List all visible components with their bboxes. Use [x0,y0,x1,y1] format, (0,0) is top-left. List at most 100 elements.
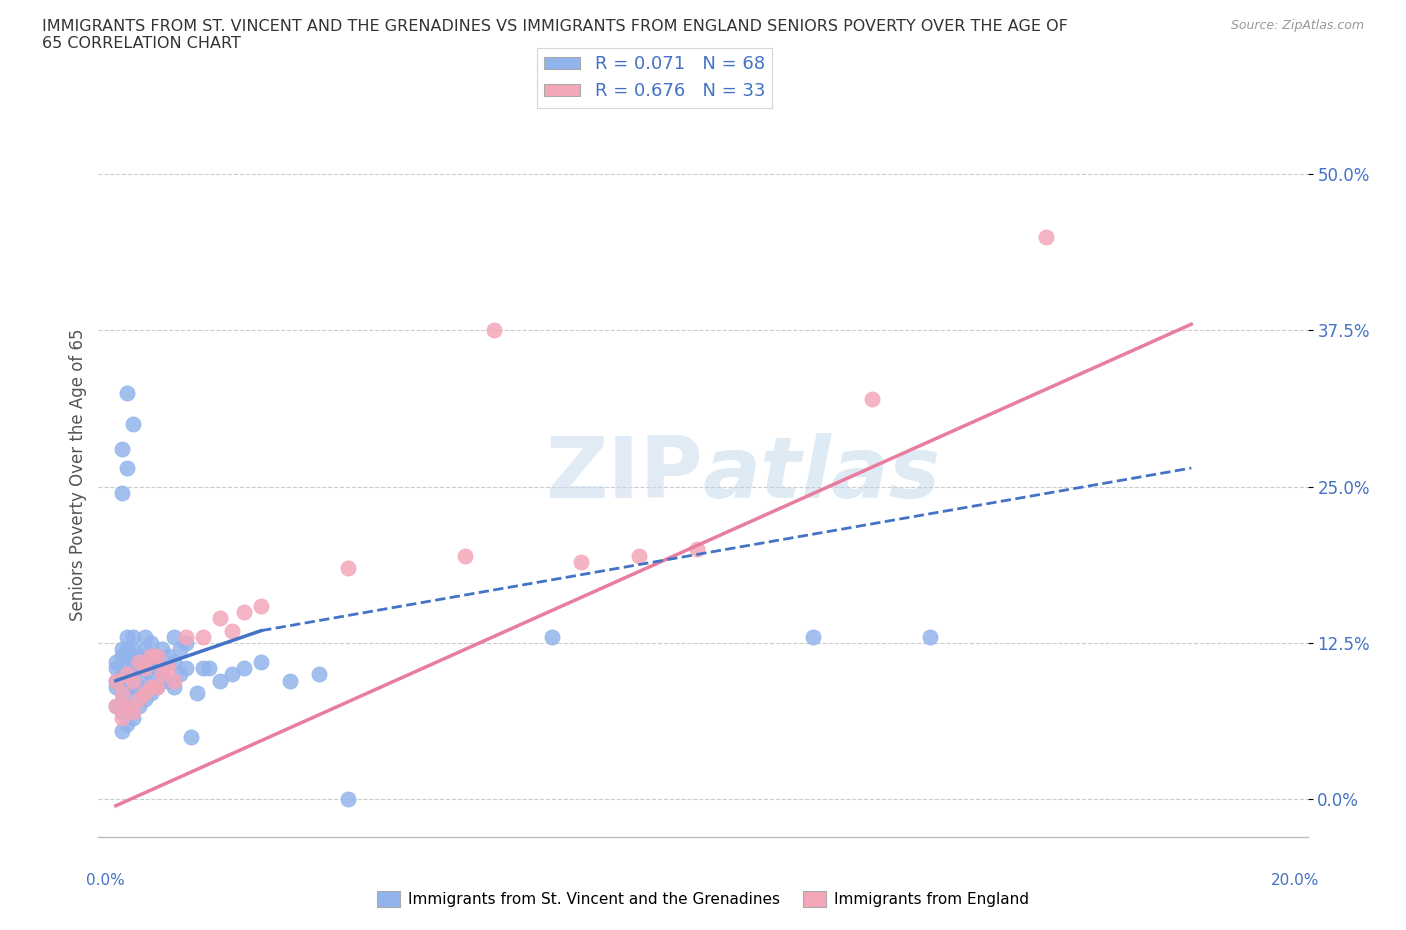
Point [145,648,167,663]
Text: IMMIGRANTS FROM ST. VINCENT AND THE GRENADINES VS IMMIGRANTS FROM ENGLAND SENIOR: IMMIGRANTS FROM ST. VINCENT AND THE GREN… [42,19,1069,51]
Point [250,655,273,670]
Point [111,673,134,688]
Text: Source: ZipAtlas.com: Source: ZipAtlas.com [1230,19,1364,32]
Point [111,642,134,657]
Point [117,630,139,644]
Point [111,705,134,720]
Point [117,460,139,475]
Point [157,673,180,688]
Point [122,667,145,682]
Point [117,717,139,732]
Point [111,485,134,500]
Point [128,648,150,663]
Point [122,705,145,720]
Legend: Immigrants from St. Vincent and the Grenadines, Immigrants from England: Immigrants from St. Vincent and the Gren… [371,884,1035,913]
Point [122,692,145,707]
Point [145,648,167,663]
Point [860,392,883,406]
Point [150,667,173,682]
Text: ZIP: ZIP [546,432,703,516]
Point [117,655,139,670]
Point [169,642,191,657]
Point [139,680,162,695]
Point [122,417,145,432]
Point [163,680,186,695]
Point [174,660,197,675]
Point [104,680,127,695]
Point [174,636,197,651]
Point [128,655,150,670]
Point [250,598,273,613]
Point [150,660,173,675]
Point [128,680,150,695]
Point [209,611,232,626]
Point [145,680,167,695]
Point [117,667,139,682]
Point [104,673,127,688]
Point [104,698,127,713]
Point [221,667,243,682]
Point [191,660,214,675]
Point [803,630,825,644]
Point [122,673,145,688]
Point [145,680,167,695]
Point [157,660,180,675]
Point [104,673,127,688]
Point [122,655,145,670]
Point [134,673,156,688]
Point [278,673,301,688]
Point [221,623,243,638]
Point [111,648,134,663]
Point [163,673,186,688]
Point [180,729,202,744]
Point [134,630,156,644]
Point [174,630,197,644]
Point [128,660,150,675]
Point [686,542,709,557]
Point [163,655,186,670]
Point [134,642,156,657]
Point [117,667,139,682]
Point [145,660,167,675]
Point [134,660,156,675]
Point [111,442,134,457]
Point [198,660,221,675]
Point [122,630,145,644]
Point [453,548,475,563]
Point [186,685,208,700]
Point [540,630,562,644]
Point [122,711,145,725]
Point [191,630,214,644]
Point [482,323,505,338]
Point [628,548,651,563]
Y-axis label: Seniors Poverty Over the Age of 65: Seniors Poverty Over the Age of 65 [69,328,87,620]
Point [308,667,330,682]
Point [139,685,162,700]
Point [569,554,592,569]
Point [163,630,186,644]
Point [134,660,156,675]
Point [104,655,127,670]
Legend: R = 0.071   N = 68, R = 0.676   N = 33: R = 0.071 N = 68, R = 0.676 N = 33 [537,48,772,108]
Point [117,642,139,657]
Point [232,660,254,675]
Point [111,667,134,682]
Point [139,667,162,682]
Point [111,711,134,725]
Point [104,698,127,713]
Point [122,680,145,695]
Point [128,692,150,707]
Point [337,561,360,576]
Point [134,692,156,707]
Point [150,642,173,657]
Point [111,724,134,738]
Point [122,642,145,657]
Point [1035,229,1057,244]
Text: 0.0%: 0.0% [86,873,125,888]
Point [139,655,162,670]
Point [157,648,180,663]
Point [128,698,150,713]
Text: 20.0%: 20.0% [1271,873,1320,888]
Text: atlas: atlas [703,432,941,516]
Point [150,673,173,688]
